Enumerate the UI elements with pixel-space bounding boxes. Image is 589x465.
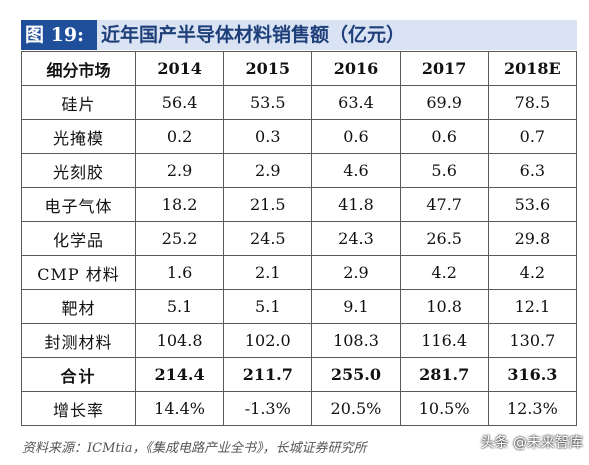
table-row: 电子气体 18.2 21.5 41.8 47.7 53.6: [21, 187, 578, 222]
value-cell: 0.6: [399, 119, 489, 154]
value-cell: 5.1: [223, 289, 313, 324]
figure-label: 图 19:: [21, 20, 97, 50]
table-row: 硅片 56.4 53.5 63.4 69.9 78.5: [21, 85, 578, 120]
value-cell: 4.2: [399, 255, 489, 290]
value-cell: 5.1: [134, 289, 225, 324]
row-label-cell: 封测材料: [21, 323, 136, 358]
table-row: 靶材 5.1 5.1 9.1 10.8 12.1: [21, 289, 578, 324]
watermark-text: 头条 @未来智库: [480, 435, 583, 451]
row-label-cell: 化学品: [21, 221, 136, 256]
value-cell: 10.5%: [399, 391, 489, 426]
header-cell: 2016: [311, 51, 401, 86]
header-cell: 2017: [399, 51, 489, 86]
value-cell: 2.9: [311, 255, 401, 290]
value-cell: 130.7: [487, 323, 578, 358]
total-row: 合计 214.4 211.7 255.0 281.7 316.3: [21, 357, 578, 392]
header-cell: 2014: [134, 51, 225, 86]
table-row: 封测材料 104.8 102.0 108.3 116.4 130.7: [21, 323, 578, 358]
value-cell: 4.2: [487, 255, 578, 290]
row-label-cell: CMP 材料: [21, 255, 136, 290]
value-cell: 5.6: [399, 153, 489, 188]
value-cell: 4.6: [311, 153, 401, 188]
value-cell: -1.3%: [223, 391, 313, 426]
table-header-row: 细分市场 2014 2015 2016 2017 2018E: [21, 51, 578, 86]
row-label-cell: 硅片: [21, 85, 136, 120]
value-cell: 211.7: [223, 357, 313, 392]
sales-table: 细分市场 2014 2015 2016 2017 2018E 硅片 56.4 53.…: [21, 51, 578, 426]
value-cell: 21.5: [223, 187, 313, 222]
table-row: CMP 材料 1.6 2.1 2.9 4.2 4.2: [21, 255, 578, 290]
value-cell: 255.0: [311, 357, 401, 392]
table-row: 光刻胶 2.9 2.9 4.6 5.6 6.3: [21, 153, 578, 188]
value-cell: 18.2: [134, 187, 225, 222]
value-cell: 26.5: [399, 221, 489, 256]
value-cell: 9.1: [311, 289, 401, 324]
value-cell: 24.3: [311, 221, 401, 256]
value-cell: 104.8: [134, 323, 225, 358]
value-cell: 78.5: [487, 85, 578, 120]
value-cell: 0.7: [487, 119, 578, 154]
value-cell: 2.9: [134, 153, 225, 188]
value-cell: 56.4: [134, 85, 225, 120]
figure-title-bar: 图 19: 近年国产半导体材料销售额（亿元）: [21, 20, 577, 50]
value-cell: 116.4: [399, 323, 489, 358]
value-cell: 53.5: [223, 85, 313, 120]
header-cell: 2018E: [487, 51, 578, 86]
value-cell: 2.9: [223, 153, 313, 188]
row-label-cell: 光刻胶: [21, 153, 136, 188]
row-label-cell: 增长率: [21, 391, 136, 426]
value-cell: 12.1: [487, 289, 578, 324]
value-cell: 10.8: [399, 289, 489, 324]
value-cell: 102.0: [223, 323, 313, 358]
value-cell: 0.6: [311, 119, 401, 154]
value-cell: 41.8: [311, 187, 401, 222]
value-cell: 24.5: [223, 221, 313, 256]
value-cell: 25.2: [134, 221, 225, 256]
value-cell: 63.4: [311, 85, 401, 120]
value-cell: 214.4: [134, 357, 225, 392]
value-cell: 281.7: [399, 357, 489, 392]
value-cell: 53.6: [487, 187, 578, 222]
figure-title: 近年国产半导体材料销售额（亿元）: [101, 24, 406, 46]
header-cell: 细分市场: [21, 51, 136, 86]
value-cell: 20.5%: [311, 391, 401, 426]
value-cell: 14.4%: [134, 391, 225, 426]
table-row: 化学品 25.2 24.5 24.3 26.5 29.8: [21, 221, 578, 256]
value-cell: 0.3: [223, 119, 313, 154]
value-cell: 47.7: [399, 187, 489, 222]
value-cell: 12.3%: [487, 391, 578, 426]
row-label-cell: 光掩模: [21, 119, 136, 154]
growth-row: 增长率 14.4% -1.3% 20.5% 10.5% 12.3%: [21, 391, 578, 426]
value-cell: 108.3: [311, 323, 401, 358]
value-cell: 0.2: [134, 119, 225, 154]
source-note: 资料来源：ICMtia，《集成电路产业全书》，长城证券研究所: [22, 441, 367, 456]
value-cell: 1.6: [134, 255, 225, 290]
value-cell: 29.8: [487, 221, 578, 256]
value-cell: 2.1: [223, 255, 313, 290]
header-cell: 2015: [223, 51, 313, 86]
row-label-cell: 电子气体: [21, 187, 136, 222]
value-cell: 69.9: [399, 85, 489, 120]
table-row: 光掩模 0.2 0.3 0.6 0.6 0.7: [21, 119, 578, 154]
value-cell: 6.3: [487, 153, 578, 188]
value-cell: 316.3: [487, 357, 578, 392]
row-label-cell: 合计: [21, 357, 136, 392]
watermark: 头条 @未来智库: [481, 432, 583, 452]
row-label-cell: 靶材: [21, 289, 136, 324]
